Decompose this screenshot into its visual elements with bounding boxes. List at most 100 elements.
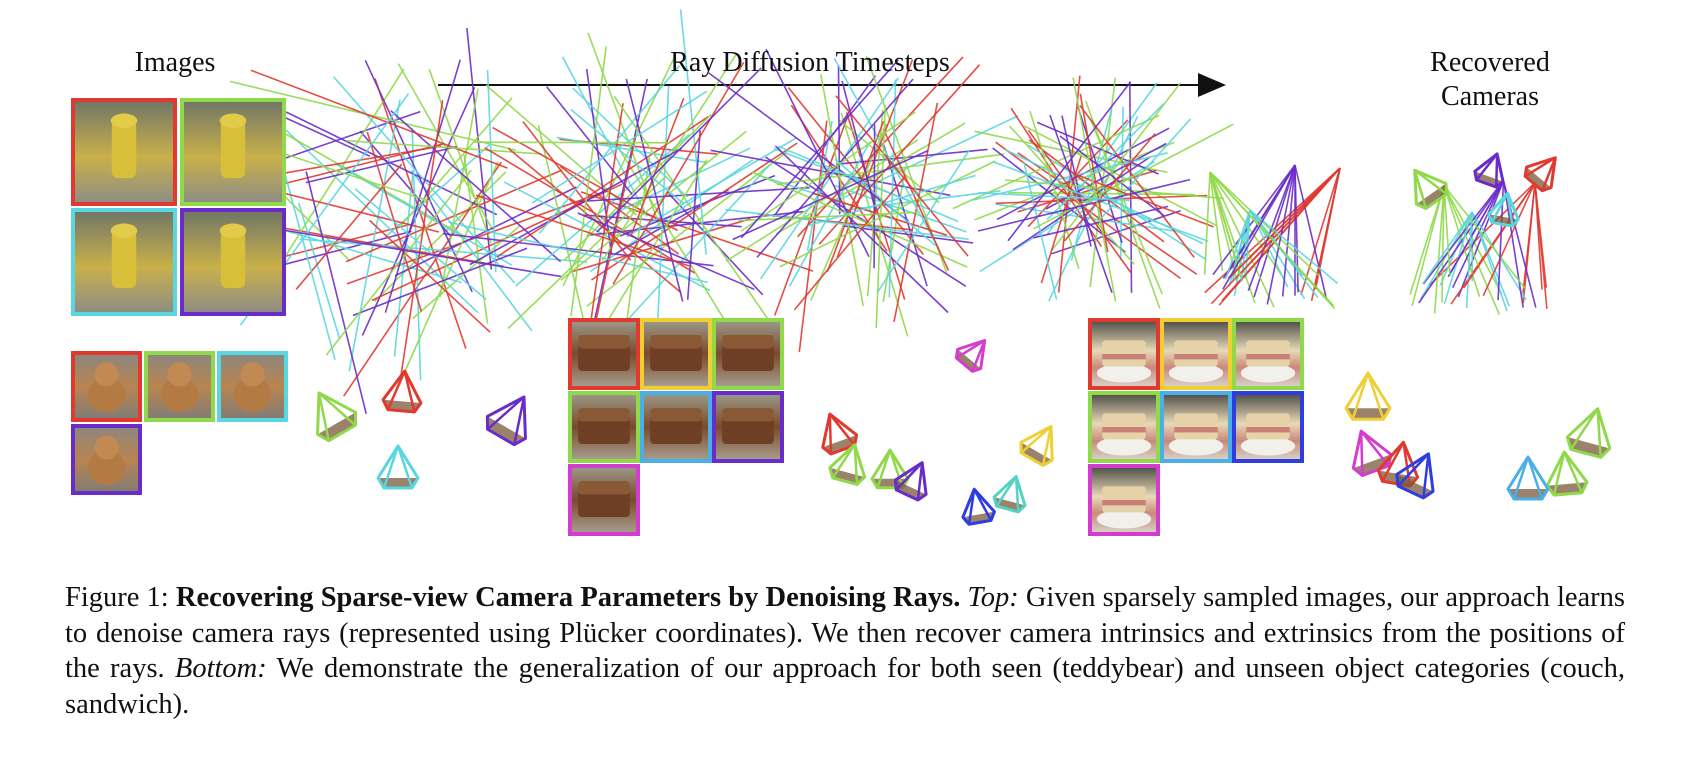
ray-line: [1422, 180, 1505, 285]
camera-frustum: [316, 391, 358, 443]
camera-frustum: [1523, 156, 1557, 193]
ray-line: [596, 67, 762, 233]
camera-frustums: [316, 152, 1612, 526]
ray-line: [708, 72, 909, 222]
ray-line: [343, 161, 502, 397]
ray-line: [740, 111, 916, 232]
camera-frustum: [821, 412, 859, 456]
ray-line: [229, 80, 516, 151]
ray-group-timestep-4: [952, 75, 1234, 309]
ray-line: [522, 121, 632, 261]
ray-line: [1294, 164, 1328, 301]
ray-line: [841, 80, 877, 212]
thumbnail-teddybear-3: [217, 351, 288, 422]
thumbnail-sandwich-1: [1088, 318, 1160, 390]
ray-line: [625, 78, 684, 302]
ray-line: [1451, 180, 1505, 288]
camera-frustum: [1395, 452, 1435, 500]
ray-line: [1441, 185, 1445, 303]
ray-line: [384, 59, 462, 313]
camera-frustum: [1565, 407, 1612, 459]
ray-line: [1266, 164, 1296, 305]
ray-line: [626, 137, 797, 238]
header-recovered-line-1: Recovered: [1430, 47, 1550, 78]
ray-line: [466, 27, 493, 270]
caption-top-text: Given sparsely sampled images, our appro…: [65, 582, 1626, 684]
camera-frustum: [893, 461, 928, 502]
ray-line: [448, 221, 709, 284]
ray-line: [773, 114, 849, 316]
ray-line: [577, 212, 755, 291]
ray-line: [1233, 209, 1251, 297]
ray-line: [285, 111, 498, 216]
ray-line: [1419, 211, 1473, 300]
ray-line: [305, 145, 457, 184]
ray-line: [793, 176, 906, 311]
ray-line: [1057, 75, 1081, 293]
ray-line: [1443, 184, 1527, 290]
header-recovered-line-2: Cameras: [1441, 81, 1539, 112]
ray-line: [751, 171, 968, 268]
camera-frustum: [1473, 152, 1505, 189]
ray-line: [740, 59, 900, 239]
ray-line: [325, 169, 472, 356]
camera-frustum: [1545, 450, 1589, 497]
ray-line: [882, 169, 906, 303]
camera-frustum: [961, 487, 996, 526]
thumbnail-sandwich-7: [1088, 464, 1160, 536]
ray-line: [888, 79, 897, 298]
ray-line: [1209, 171, 1335, 307]
caption-bottom-text: We demonstrate the generalization of our…: [65, 653, 1625, 720]
ray-line: [346, 139, 542, 155]
ray-line: [398, 100, 444, 385]
ray-line: [630, 98, 685, 236]
ray-line: [1240, 209, 1251, 282]
ray-line: [882, 128, 950, 271]
ray-line: [1522, 182, 1536, 304]
ray-group-timestep-6: [1409, 180, 1548, 315]
ray-line: [1409, 185, 1445, 295]
ray-line: [798, 120, 828, 353]
ray-line: [348, 99, 401, 372]
ray-line: [538, 65, 681, 234]
ray-line: [1209, 171, 1321, 277]
thumbnail-couch-4: [568, 391, 640, 463]
thumbnail-sandwich-2: [1160, 318, 1232, 390]
ray-line: [1230, 167, 1341, 278]
ray-line: [390, 110, 562, 263]
ray-line: [507, 175, 667, 330]
ray-line: [1463, 182, 1536, 289]
ray-line: [1099, 118, 1192, 220]
camera-frustum: [1019, 424, 1054, 467]
camera-frustum: [1413, 168, 1449, 210]
ray-group-timestep-5: [1203, 164, 1341, 309]
ray-line: [484, 147, 696, 274]
ray-line: [873, 124, 876, 269]
caption-bottom-label: Bottom:: [174, 653, 267, 684]
ray-line: [570, 108, 685, 205]
ray-line: [973, 152, 1168, 201]
ray-line: [1465, 211, 1473, 309]
ray-line: [1300, 167, 1341, 296]
caption-title: Recovering Sparse-view Camera Parameters…: [175, 582, 961, 613]
ray-line: [299, 238, 588, 263]
ray-line: [1129, 81, 1133, 293]
ray-line: [537, 125, 590, 342]
ray-line: [1411, 185, 1445, 307]
ray-line: [977, 178, 1191, 232]
ray-line: [354, 188, 487, 301]
camera-frustum: [485, 395, 527, 447]
ray-line: [285, 229, 562, 278]
thumbnail-hydrant-2: [180, 98, 286, 206]
ray-line: [1281, 164, 1296, 297]
ray-line: [1007, 81, 1132, 242]
thumbnail-couch-3: [712, 318, 784, 390]
camera-frustum: [1344, 371, 1392, 421]
ray-line: [439, 88, 479, 298]
ray-line: [1045, 142, 1167, 210]
ray-line: [788, 141, 871, 287]
ray-line: [1072, 77, 1117, 302]
thumbnail-couch-5: [640, 391, 712, 463]
ray-line: [305, 171, 367, 414]
ray-line: [562, 56, 676, 287]
